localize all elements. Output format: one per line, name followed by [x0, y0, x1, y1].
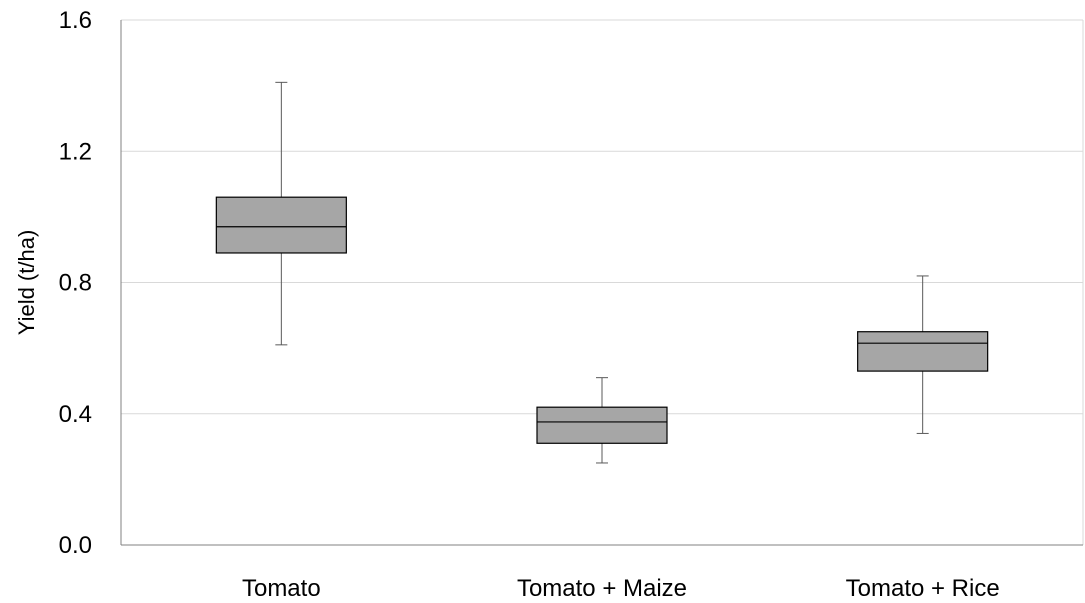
labels: 0.0 0.4 0.8 1.2 1.6 Tomato Tomato + Maize Tomat…: [59, 7, 1000, 602]
y-tick-label: 0.8: [59, 270, 92, 297]
y-tick-label: 0.4: [59, 401, 92, 428]
iqr-box: [536, 406, 668, 444]
box-3: [857, 275, 989, 434]
x-category-label: Tomato + Rice: [846, 575, 1000, 602]
iqr-box: [857, 331, 989, 372]
y-tick-label: 0.0: [59, 532, 92, 559]
x-category-label: Tomato + Maize: [517, 575, 687, 602]
y-tick-label: 1.2: [59, 138, 92, 165]
box-2: [536, 377, 668, 464]
iqr-box: [215, 196, 347, 254]
y-tick-label: 1.6: [59, 7, 92, 34]
box-1: [215, 81, 347, 346]
axes: [120, 19, 1084, 546]
boxes: [215, 81, 989, 464]
gridlines: [121, 150, 1083, 415]
x-category-label: Tomato: [242, 575, 321, 602]
y-axis-title: Yield (t/ha): [14, 230, 39, 336]
